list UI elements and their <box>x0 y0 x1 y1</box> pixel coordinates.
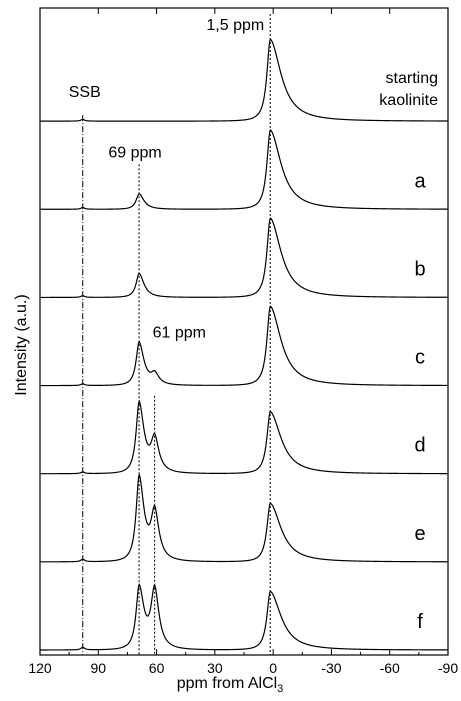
spectrum-line <box>40 305 448 387</box>
spectrum-line <box>40 38 448 122</box>
x-tick-label: 60 <box>149 660 165 676</box>
reference-label: 1,5 ppm <box>206 17 264 34</box>
x-tick-label: 120 <box>28 660 52 676</box>
spectrum-line <box>40 399 448 475</box>
x-tick-label: -60 <box>380 660 400 676</box>
spectrum-line <box>40 217 448 299</box>
spectrum-line <box>39 582 449 651</box>
reference-label: 69 ppm <box>108 144 161 161</box>
reference-label: 61 ppm <box>153 325 206 342</box>
series-label: b <box>414 258 425 280</box>
x-tick-label: -30 <box>321 660 341 676</box>
series-label: d <box>414 435 425 457</box>
series-label: e <box>414 523 425 545</box>
x-tick-label: -90 <box>438 660 458 676</box>
series-label: kaolinite <box>379 92 438 109</box>
x-tick-label: 90 <box>90 660 106 676</box>
reference-label: SSB <box>69 84 101 101</box>
spectra-series <box>39 38 449 651</box>
x-tick-label: 30 <box>207 660 223 676</box>
series-label: c <box>415 347 425 369</box>
spectrum-line <box>40 472 448 563</box>
x-axis-ticks: 120 90 60 30 0 -30 -60 -90 <box>28 8 458 676</box>
spectrum-line <box>40 129 448 210</box>
series-label: starting <box>386 70 438 87</box>
series-label: f <box>417 611 423 633</box>
x-axis-label: ppm from AlCl3 <box>177 675 284 695</box>
y-axis-label: Intensity (a.u.) <box>13 294 30 395</box>
reference-lines <box>82 14 271 655</box>
series-label: a <box>414 170 426 192</box>
annotation-labels: starting kaolinite a b c d e f SSB 69 ppm 61 ppm 1,… <box>69 17 438 633</box>
x-tick-label: 0 <box>269 660 277 676</box>
